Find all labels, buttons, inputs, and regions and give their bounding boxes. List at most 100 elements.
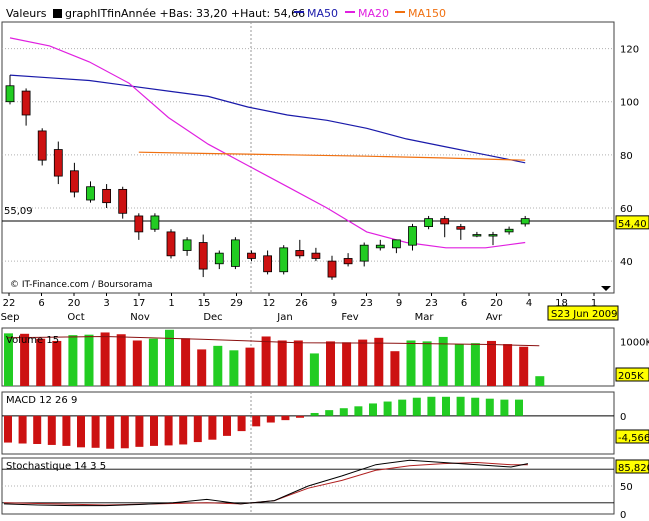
- x-day-label: 23: [425, 298, 438, 309]
- candle-up: [279, 247, 289, 273]
- macd-bar: [120, 415, 129, 449]
- volume-bar: [261, 336, 271, 386]
- volume-bar: [309, 353, 319, 386]
- ma150-line: [138, 151, 526, 161]
- price-last-value-bg: [615, 215, 649, 230]
- ma150-legend-label: MA150: [408, 7, 446, 20]
- price-panel: 40 60 80 100 120 54,40: [2, 37, 649, 280]
- macd-bar: [150, 415, 158, 446]
- volume-bar: [84, 334, 94, 386]
- volume-last-value-bg: [615, 367, 649, 382]
- volume-bar: [487, 340, 496, 386]
- price-tick-label: 40: [620, 257, 633, 268]
- header-valeurs: Valeurs: [6, 7, 47, 20]
- volume-bar: [438, 336, 448, 386]
- macd-bar: [47, 415, 56, 445]
- x-day-label: 20: [68, 298, 81, 309]
- macd-panel: 0 -4,566: [2, 396, 649, 449]
- macd-bar: [179, 415, 188, 445]
- candle-up: [408, 226, 417, 246]
- price-tick-label: 120: [620, 45, 639, 56]
- volume-bar: [454, 344, 464, 386]
- candle-up: [214, 252, 224, 265]
- candle-up: [182, 239, 192, 251]
- macd-bar: [369, 403, 377, 416]
- volume-bar: [374, 337, 384, 386]
- volume-bar: [197, 349, 207, 386]
- macd-bar: [354, 406, 363, 416]
- stochastic-tick-label: 0: [620, 510, 626, 521]
- stochastic-k-line: [3, 459, 528, 507]
- date-badge-text: S23 Jun 2009: [551, 309, 618, 320]
- x-day-label: 9: [396, 298, 402, 309]
- x-day-label: 4: [526, 298, 532, 309]
- x-day-label: 26: [295, 298, 308, 309]
- candle-down: [198, 242, 208, 270]
- volume-bar: [116, 334, 126, 386]
- candle-down: [247, 252, 256, 259]
- macd-bar: [266, 415, 275, 423]
- macd-bar: [456, 396, 465, 416]
- stochastic-last-value: 85,820: [618, 463, 649, 474]
- scroll-down-arrow-icon[interactable]: [601, 286, 611, 291]
- macd-tick-label: 0: [620, 412, 626, 423]
- volume-tick-label: 1000K: [620, 337, 649, 348]
- x-month-label: Nov: [130, 312, 150, 323]
- volume-bar: [406, 340, 416, 386]
- x-day-label: 18: [555, 298, 568, 309]
- volume-bar: [4, 333, 13, 386]
- price-last-value: 54,40: [618, 219, 647, 230]
- macd-bar: [339, 408, 348, 416]
- ma50-line: [9, 74, 526, 164]
- macd-bar: [281, 415, 290, 421]
- ma20-legend-label: MA20: [358, 7, 389, 20]
- macd-bar: [442, 396, 450, 416]
- volume-bar: [422, 341, 432, 386]
- candle-down: [343, 258, 353, 265]
- candle-up: [488, 234, 498, 237]
- candle-down: [440, 218, 450, 225]
- macd-bar: [77, 415, 85, 448]
- macd-bar: [427, 396, 436, 416]
- candle-down: [70, 170, 79, 193]
- x-month-label: Dec: [203, 312, 222, 323]
- volume-panel: 1000K 205K: [4, 329, 649, 386]
- volume-bar: [503, 344, 513, 386]
- macd-bar: [485, 398, 494, 416]
- volume-bar: [358, 339, 368, 386]
- volume-bar: [100, 332, 110, 386]
- candle-up: [5, 85, 15, 103]
- macd-last-value: -4,566: [618, 433, 649, 444]
- volume-bar: [342, 342, 352, 386]
- macd-bar: [237, 415, 246, 432]
- candle-up: [391, 239, 401, 249]
- x-day-label: 17: [133, 298, 146, 309]
- volume-bar: [148, 338, 158, 386]
- macd-bar: [62, 415, 71, 446]
- x-day-label: 29: [230, 298, 243, 309]
- volume-bar: [52, 340, 62, 386]
- macd-bar: [164, 415, 173, 446]
- candle-up: [424, 218, 434, 227]
- x-day-label: 6: [461, 298, 467, 309]
- copyright-text: © IT-Finance.com / Boursorama: [10, 280, 152, 290]
- macd-bar: [223, 415, 231, 436]
- vol-frame: [1, 327, 615, 387]
- volume-bar: [470, 343, 480, 386]
- volume-bar: [68, 335, 78, 386]
- volume-bar: [165, 329, 174, 386]
- macd-bar: [383, 401, 392, 416]
- candle-down: [53, 149, 63, 177]
- x-day-label: 22: [3, 298, 16, 309]
- candle-down: [456, 226, 466, 230]
- candle-up: [520, 218, 530, 225]
- x-month-label: Fev: [341, 312, 358, 323]
- x-day-label: 1: [168, 298, 174, 309]
- candle-up: [359, 244, 369, 262]
- macd-bar: [412, 397, 421, 416]
- x-month-label: Jan: [276, 312, 292, 323]
- candle-up: [150, 215, 160, 230]
- x-day-label: 12: [263, 298, 276, 309]
- price-frame: [1, 21, 615, 294]
- candle-down: [295, 250, 305, 257]
